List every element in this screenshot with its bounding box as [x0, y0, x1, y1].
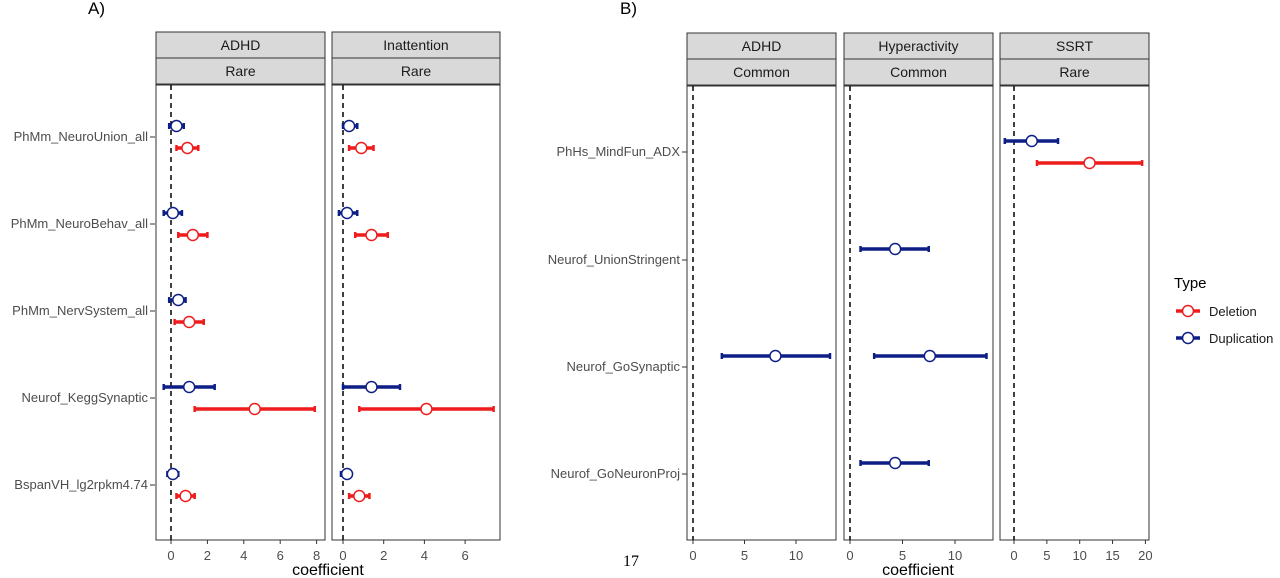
- y-tick-label: Neurof_GoNeuronProj: [551, 466, 680, 481]
- estimate-point: [340, 206, 354, 220]
- legend-label: Deletion: [1209, 304, 1257, 319]
- x-tick-label: 10: [1072, 548, 1086, 563]
- facet-panel: [686, 85, 837, 541]
- x-tick-label: 4: [421, 548, 428, 563]
- facet-strip: [686, 58, 837, 86]
- x-tick-label: 0: [167, 548, 174, 563]
- x-tick-label: 10: [789, 548, 803, 563]
- facet-strip: [843, 32, 994, 60]
- facet-strip: [843, 58, 994, 86]
- estimate-point: [166, 206, 180, 220]
- y-tick-label: BspanVH_lg2rpkm4.74: [14, 477, 148, 492]
- estimate-point: [172, 293, 185, 307]
- x-tick-label: 15: [1105, 548, 1119, 563]
- facet-strip-label: Hyperactivity: [878, 38, 958, 54]
- x-tick-label: 4: [240, 548, 247, 563]
- y-tick-label: PhMm_NeuroUnion_all: [14, 129, 149, 144]
- facet-panel: [999, 85, 1150, 541]
- facet-strip-label: SSRT: [1056, 38, 1094, 54]
- facet-strip-label: ADHD: [221, 37, 261, 53]
- estimate-point: [166, 467, 180, 481]
- estimate-point: [769, 349, 782, 363]
- estimate-point: [355, 141, 368, 155]
- estimate-point: [1025, 134, 1038, 148]
- x-tick-label: 6: [277, 548, 284, 563]
- x-tick-label: 0: [1010, 548, 1017, 563]
- page-number: 17: [623, 553, 639, 570]
- x-axis-title: coefficient: [292, 562, 364, 578]
- estimate-point: [181, 141, 194, 155]
- facet-strip-label: Rare: [401, 63, 432, 79]
- estimate-point: [182, 380, 196, 394]
- facet-strip-label: Rare: [225, 63, 256, 79]
- legend-title: Type: [1174, 275, 1207, 292]
- estimate-point: [1083, 156, 1096, 170]
- estimate-point: [182, 315, 196, 329]
- facet-strip: [686, 32, 837, 60]
- facet-strip: [331, 31, 501, 59]
- estimate-point: [353, 489, 366, 503]
- y-tick-label: PhMm_NeuroBehav_all: [11, 216, 148, 231]
- facet-strip-label: Common: [890, 64, 947, 80]
- x-tick-label: 0: [339, 548, 346, 563]
- legend-key-point: [1181, 304, 1195, 318]
- x-axis-title: coefficient: [882, 562, 954, 578]
- facet-strip-label: Inattention: [383, 37, 448, 53]
- legend-key-point: [1181, 331, 1195, 345]
- legend-label: Duplication: [1209, 331, 1273, 346]
- x-tick-label: 0: [846, 548, 853, 563]
- x-tick-label: 5: [1043, 548, 1050, 563]
- estimate-point: [888, 242, 902, 256]
- facet-strip: [155, 57, 326, 85]
- estimate-point: [186, 228, 200, 242]
- x-tick-label: 10: [948, 548, 962, 563]
- facet-strip: [999, 32, 1150, 60]
- panel-label: B): [620, 0, 637, 18]
- estimate-point: [342, 119, 356, 133]
- y-tick-label: Neurof_KeggSynaptic: [22, 390, 149, 405]
- x-tick-label: 20: [1138, 548, 1152, 563]
- x-tick-label: 6: [461, 548, 468, 563]
- facet-panel: [155, 84, 326, 541]
- facet-strip: [999, 58, 1150, 86]
- x-tick-label: 5: [741, 548, 748, 563]
- y-tick-label: Neurof_GoSynaptic: [567, 359, 681, 374]
- estimate-point: [365, 228, 378, 242]
- facet-strip-label: Rare: [1059, 64, 1090, 80]
- x-tick-label: 2: [204, 548, 211, 563]
- facet-panel: [843, 85, 994, 541]
- facet-strip-label: ADHD: [742, 38, 782, 54]
- facet-strip: [155, 31, 326, 59]
- panel-label: A): [88, 0, 105, 18]
- x-tick-label: 5: [899, 548, 906, 563]
- estimate-point: [365, 380, 378, 394]
- facet-panel: [331, 84, 501, 541]
- x-tick-label: 2: [380, 548, 387, 563]
- estimate-point: [179, 489, 192, 503]
- x-tick-label: 0: [689, 548, 696, 563]
- y-tick-label: Neurof_UnionStringent: [548, 252, 681, 267]
- estimate-point: [170, 119, 183, 133]
- estimate-point: [340, 467, 354, 481]
- estimate-point: [923, 349, 937, 363]
- estimate-point: [248, 402, 261, 416]
- x-tick-label: 8: [313, 548, 320, 563]
- estimate-point: [420, 402, 433, 416]
- facet-strip-label: Common: [733, 64, 790, 80]
- y-tick-label: PhHs_MindFun_ADX: [556, 144, 680, 159]
- estimate-point: [888, 456, 902, 470]
- y-tick-label: PhMm_NervSystem_all: [12, 303, 148, 318]
- facet-strip: [331, 57, 501, 85]
